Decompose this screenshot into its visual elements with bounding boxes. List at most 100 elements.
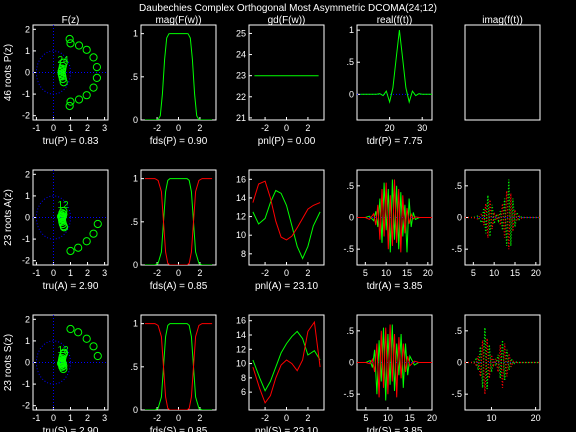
y-tick-label: .5 — [346, 57, 354, 67]
series-line-red — [252, 180, 321, 241]
y-tick-label: 0 — [133, 260, 138, 270]
root-marker — [59, 348, 69, 357]
root-marker — [59, 361, 68, 370]
x-tick-label: 0 — [176, 413, 181, 423]
metric-label: fds(S) = 0.85 — [150, 426, 208, 432]
column-title: mag(F(w)) — [155, 15, 201, 26]
y-tick-label: .5 — [130, 217, 138, 227]
y-tick-label: 0 — [349, 89, 354, 99]
y-tick-label: -1 — [22, 379, 30, 389]
x-tick-label: 2 — [305, 268, 310, 278]
y-tick-label: 25 — [236, 28, 246, 38]
x-tick-label: 15 — [402, 268, 412, 278]
series-line-red — [252, 320, 321, 404]
y-tick-label: -.5 — [451, 389, 462, 399]
multiplicity-annotation: 24 — [57, 55, 69, 66]
x-tick-label: 0 — [51, 413, 56, 423]
row-label: 46 roots P(z) — [3, 44, 14, 101]
x-tick-label: 30 — [417, 123, 427, 133]
root-marker — [59, 223, 69, 232]
y-tick-label: 22 — [236, 92, 246, 102]
subplot-r1c5 — [464, 24, 541, 121]
series-line-green — [360, 30, 432, 104]
metric-label: tru(S) = 2.90 — [43, 426, 99, 432]
metric-label: fds(P) = 0.90 — [150, 136, 208, 147]
y-tick-label: 0 — [25, 358, 30, 368]
subplot-r3c4: 5 10 15 20 -.5 0 .5 tdr(S) = 3.85 — [343, 314, 437, 432]
axes-frame — [140, 314, 217, 411]
y-tick-label: 12 — [236, 212, 246, 222]
series-line-red — [465, 190, 540, 250]
root-marker — [92, 73, 102, 82]
series-line-red — [357, 324, 432, 398]
y-tick-label: 10 — [236, 359, 246, 369]
x-tick-label: 3 — [102, 268, 107, 278]
x-tick-label: -2 — [153, 268, 161, 278]
figure-title: Daubechies Complex Orthogonal Most Asymm… — [139, 3, 437, 14]
root-marker — [57, 66, 67, 75]
metric-label: pnl(A) = 23.10 — [255, 281, 319, 292]
root-marker — [66, 324, 75, 334]
metric-label: tru(P) = 0.83 — [43, 136, 99, 147]
root-marker — [57, 214, 67, 223]
x-tick-label: 2 — [85, 123, 90, 133]
root-marker — [93, 219, 102, 229]
series-line-green — [465, 327, 540, 390]
plot-area — [357, 179, 432, 253]
x-tick-label: 2 — [305, 123, 310, 133]
x-tick-label: 5 — [363, 268, 368, 278]
y-tick-label: -2 — [22, 256, 30, 266]
x-tick-label: 2 — [197, 413, 202, 423]
y-tick-label: 1 — [133, 319, 138, 329]
y-tick-label: -1 — [22, 89, 30, 99]
x-tick-label: 0 — [176, 268, 181, 278]
x-tick-label: 5 — [363, 413, 368, 423]
x-tick-label: 1 — [68, 123, 73, 133]
root-marker — [92, 63, 102, 72]
metric-label: tdr(S) = 3.85 — [367, 426, 423, 432]
x-tick-label: -2 — [261, 413, 269, 423]
y-tick-label: 1 — [25, 191, 30, 201]
y-tick-label: 8 — [241, 373, 246, 383]
x-tick-label: 20 — [531, 413, 541, 423]
y-tick-label: .5 — [130, 362, 138, 372]
root-marker — [65, 34, 74, 44]
axes-frame — [248, 24, 325, 121]
metric-label: tdr(P) = 7.75 — [367, 136, 423, 147]
y-tick-label: 8 — [241, 249, 246, 259]
plot-area — [357, 30, 432, 104]
series-line-red — [357, 179, 432, 253]
root-marker — [89, 83, 98, 92]
root-marker — [89, 342, 98, 351]
y-tick-label: -1 — [22, 234, 30, 244]
plot-area — [144, 33, 213, 120]
subplot-r2c2: -2 0 2 0 .5 1 fds(A) = 0.85 — [130, 169, 217, 292]
x-tick-label: -1 — [32, 268, 40, 278]
y-tick-label: 2 — [25, 314, 30, 324]
metric-label: pnl(P) = 0.00 — [258, 136, 316, 147]
x-tick-label: 5 — [471, 268, 476, 278]
y-tick-label: 1 — [25, 46, 30, 56]
x-tick-label: 3 — [102, 123, 107, 133]
x-tick-label: 2 — [85, 413, 90, 423]
x-tick-label: -1 — [32, 123, 40, 133]
x-tick-label: -1 — [32, 413, 40, 423]
axes-frame — [464, 24, 541, 121]
plot-area — [357, 324, 432, 401]
root-marker — [57, 357, 67, 366]
x-tick-label: -2 — [153, 123, 161, 133]
column-title: gd(F(w)) — [268, 15, 306, 26]
y-tick-label: 1 — [133, 29, 138, 39]
y-tick-label: -.5 — [451, 244, 462, 254]
y-tick-label: 0 — [25, 68, 30, 78]
subplot-r2c4: 5 10 15 20 -.5 0 .5 tdr(A) = 3.85 — [343, 169, 433, 292]
root-marker — [57, 70, 67, 79]
x-tick-label: -2 — [261, 123, 269, 133]
series-line-green — [465, 179, 540, 247]
series-line-green — [144, 33, 213, 120]
x-tick-label: -2 — [153, 413, 161, 423]
y-tick-label: 0 — [457, 358, 462, 368]
y-tick-label: 0 — [457, 213, 462, 223]
root-marker — [93, 351, 102, 361]
